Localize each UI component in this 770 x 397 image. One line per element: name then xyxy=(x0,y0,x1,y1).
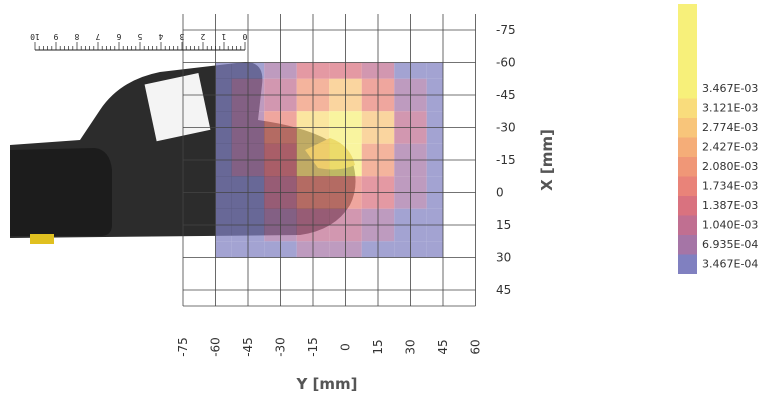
legend-swatch xyxy=(678,79,697,99)
legend-swatch-top xyxy=(678,4,697,79)
device-label xyxy=(144,73,211,142)
ruler-label: 4 xyxy=(158,32,163,41)
y-tick-label: 0 xyxy=(496,186,504,200)
legend-label: 3.121E-03 xyxy=(702,102,758,115)
ruler-label: 9 xyxy=(53,32,58,41)
y-tick-label: -75 xyxy=(496,23,516,37)
ruler-label: 10 xyxy=(30,32,40,41)
ruler-label: 7 xyxy=(95,32,100,41)
y-tick-label: -15 xyxy=(496,153,516,167)
x-tick-label: 60 xyxy=(469,339,483,354)
legend-label: 1.387E-03 xyxy=(702,199,758,212)
heatmap-cell xyxy=(215,62,232,79)
y-tick-label: 45 xyxy=(496,283,511,297)
legend-label: 2.427E-03 xyxy=(702,141,758,154)
x-axis-ticks: -75 -60 -45 -30 -15 0 15 30 45 60 xyxy=(176,337,483,357)
legend-swatch xyxy=(678,98,697,118)
x-tick-label: 15 xyxy=(371,339,385,354)
ruler: 10 9 8 7 6 5 4 3 2 1 0 xyxy=(30,32,247,51)
legend-swatch xyxy=(678,235,697,255)
legend-label: 1.040E-03 xyxy=(702,219,758,232)
y-tick-label: -60 xyxy=(496,56,516,70)
heatmap-cell xyxy=(426,241,443,258)
heatmap-cell xyxy=(426,62,443,79)
x-tick-label: -75 xyxy=(176,337,190,357)
legend-label: 2.774E-03 xyxy=(702,121,758,134)
legend-swatch xyxy=(678,176,697,196)
legend-swatch xyxy=(678,215,697,235)
legend-swatch xyxy=(678,196,697,216)
x-tick-label: -15 xyxy=(306,337,320,357)
ruler-label: 0 xyxy=(242,32,247,41)
y-axis-title: X [mm] xyxy=(538,129,556,191)
y-tick-label: 30 xyxy=(496,251,511,265)
x-axis-title: Y [mm] xyxy=(295,375,357,393)
x-tick-label: -30 xyxy=(274,337,288,357)
grid-lines xyxy=(182,14,476,307)
ruler-label: 1 xyxy=(221,32,226,41)
ruler-label: 8 xyxy=(74,32,79,41)
x-tick-label: 0 xyxy=(339,343,353,351)
ruler-label: 6 xyxy=(116,32,121,41)
x-tick-label: -45 xyxy=(241,337,255,357)
legend-label: 6.935E-04 xyxy=(702,238,758,251)
legend-label: 3.467E-03 xyxy=(702,82,758,95)
x-tick-label: 30 xyxy=(404,339,418,354)
legend-swatch xyxy=(678,157,697,177)
legend-swatch xyxy=(678,118,697,138)
device-trigger xyxy=(30,234,54,244)
ruler-label: 5 xyxy=(137,32,142,41)
legend-label: 1.734E-03 xyxy=(702,180,758,193)
legend-swatch xyxy=(678,137,697,157)
heatmap-cell xyxy=(215,241,232,258)
y-tick-label: 15 xyxy=(496,218,511,232)
color-legend: 3.467E-03 3.121E-03 2.774E-03 2.427E-03 2.08… xyxy=(678,4,758,274)
y-tick-label: -45 xyxy=(496,88,516,102)
legend-label: 2.080E-03 xyxy=(702,160,758,173)
legend-swatch xyxy=(678,254,697,274)
x-tick-label: -60 xyxy=(209,337,223,357)
device-grip xyxy=(10,148,112,236)
y-axis-ticks: -75 -60 -45 -30 -15 0 15 30 45 xyxy=(496,23,516,297)
ruler-label: 2 xyxy=(200,32,205,41)
y-tick-label: -30 xyxy=(496,121,516,135)
x-tick-label: 45 xyxy=(436,339,450,354)
ruler-label: 3 xyxy=(179,32,184,41)
legend-label: 3.467E-04 xyxy=(702,258,758,271)
